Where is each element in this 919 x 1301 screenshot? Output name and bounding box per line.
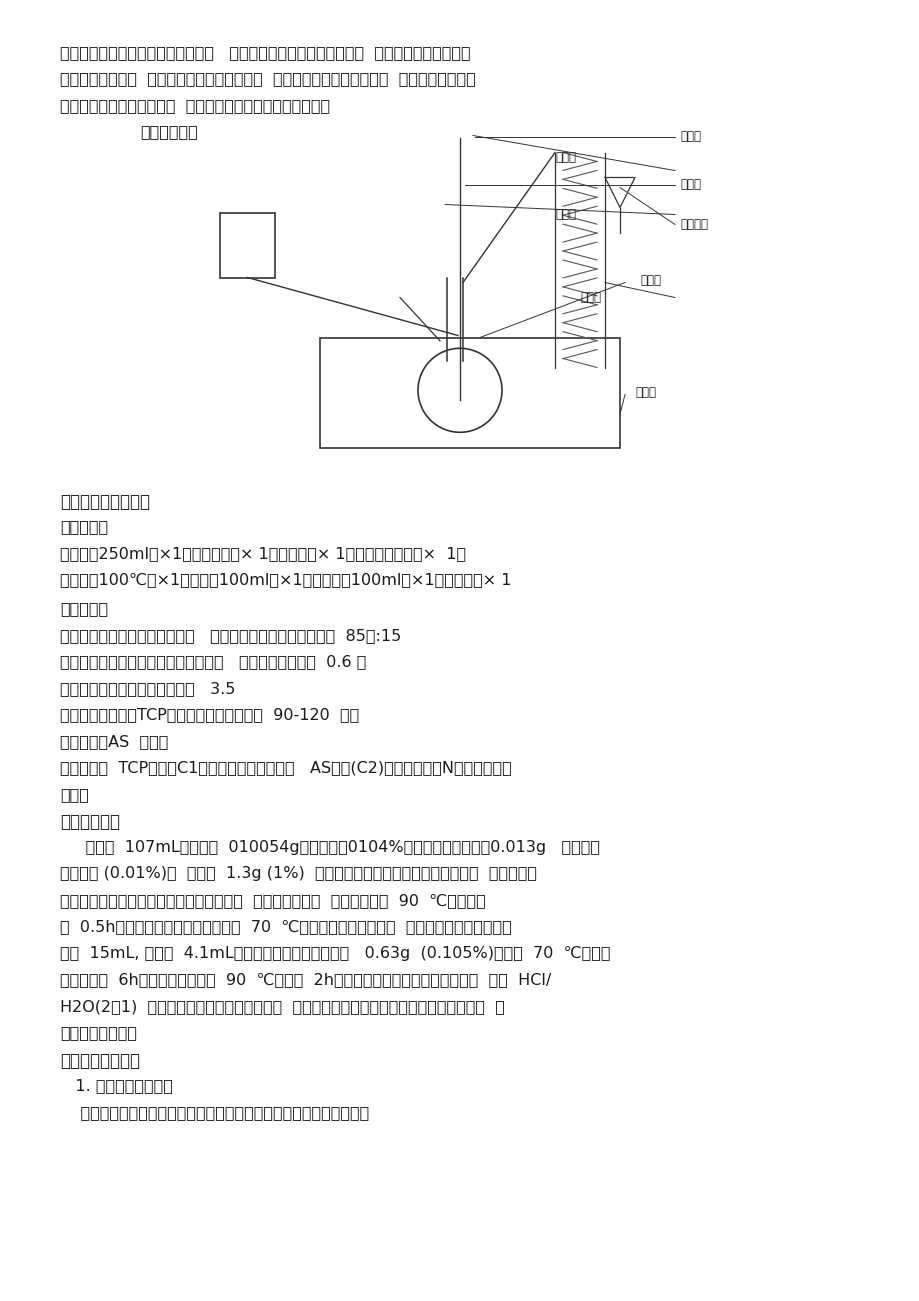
Text: 颗粒对油一水界面的亲和性  ，从而提高它对油滴的保护作用。: 颗粒对油一水界面的亲和性 ，从而提高它对油滴的保护作用。 [60, 98, 330, 113]
Text: 单体：甲基丙烯酸甲酯和苯乙烯   ，均为聚合级，两者重量比为  85：:15: 单体：甲基丙烯酸甲酯和苯乙烯 ，均为聚合级，两者重量比为 85：:15 [60, 628, 401, 643]
Text: 冷凝管: 冷凝管 [579, 291, 600, 304]
Text: 三．主要仪器和试剂: 三．主要仪器和试剂 [60, 493, 150, 511]
Text: 固体颗粒的凝聚，  而且可降低其表面的正电性  ，改变液固界面的接触面，  结果增加了磷酸钙: 固体颗粒的凝聚， 而且可降低其表面的正电性 ，改变液固界面的接触面， 结果增加了… [60, 72, 475, 86]
Text: 1. 聚合物粒径的侧定: 1. 聚合物粒径的侧定 [60, 1079, 173, 1093]
Text: 用标准筛将干燥的聚合物粒子进行分级，并按下式计算其平均粒径：: 用标准筛将干燥的聚合物粒子进行分级，并按下式计算其平均粒径： [60, 1105, 369, 1120]
Text: 实验试剂：: 实验试剂： [60, 601, 108, 617]
Text: 变量。: 变量。 [60, 787, 89, 801]
Text: 恒压漏斗: 恒压漏斗 [679, 219, 708, 232]
Text: 搅拌杆: 搅拌杆 [679, 178, 700, 191]
Text: 五．实验结果处理: 五．实验结果处理 [60, 1053, 140, 1069]
Text: 引发剂：过氧化二苯甲酰经重结晶纯化   ，用量为单体重的  0.6 ％: 引发剂：过氧化二苯甲酰经重结晶纯化 ，用量为单体重的 0.6 ％ [60, 654, 366, 670]
Text: 助分散剂：AS  实验级: 助分散剂：AS 实验级 [60, 734, 168, 749]
Text: 水浴锅: 水浴锅 [634, 386, 655, 399]
Text: 四口瓶（250ml）×1，球形冷凝管× 1，恒温水浴× 1，搅拌马达与搅棒×  1，: 四口瓶（250ml）×1，球形冷凝管× 1，恒温水浴× 1，搅拌马达与搅棒× 1… [60, 546, 466, 561]
Text: 搅拌器: 搅拌器 [679, 130, 700, 143]
Text: 分散介质：去离子水，水油比为   3.5: 分散介质：去离子水，水油比为 3.5 [60, 680, 235, 696]
Bar [220, 212, 275, 277]
Text: 进行保护，打开搅拌装置，封住剩余的开口  ，调节搅拌速度  ，保持水浴为  90  ℃，计时搅: 进行保护，打开搅拌装置，封住剩余的开口 ，调节搅拌速度 ，保持水浴为 90 ℃，… [60, 892, 485, 908]
Text: 无机分散剂  TCP浓度（C1）及阳离子表面活性剂   AS浓度(C2)及搅拌转速（N）为实验控制: 无机分散剂 TCP浓度（C1）及阳离子表面活性剂 AS浓度(C2)及搅拌转速（N… [60, 761, 511, 775]
Text: H2O(2：1)  洗涤，用大量的蒸馏水洗至中性  ，过滤，真空干燥，筛分，得到透明珠状产物  ，: H2O(2：1) 洗涤，用大量的蒸馏水洗至中性 ，过滤，真空干燥，筛分，得到透明… [60, 999, 505, 1013]
Text: 保护，反应  6h。反应后升水温至  90  ℃，熟化  2h，结束反应。静置后倾出上层清液  ，用  HCl/: 保护，反应 6h。反应后升水温至 90 ℃，熟化 2h，结束反应。静置后倾出上层… [60, 972, 550, 987]
Text: 温度计: 温度计 [554, 208, 575, 221]
Text: 拌  0.5h，活化分散剂。然后降水温至  70  ℃时，采用一次投料方式  ，加入单体（甲基丙烯酸: 拌 0.5h，活化分散剂。然后降水温至 70 ℃时，采用一次投料方式 ，加入单体… [60, 920, 511, 934]
Text: 很易被正电性的磷酸钙固体颗粒吸附   ，而将其僧水的烃链伸向外面。  这样不仅可减少磷酸钙: 很易被正电性的磷酸钙固体颗粒吸附 ，而将其僧水的烃链伸向外面。 这样不仅可减少磷… [60, 46, 471, 60]
Text: 分散剂：磷酸钙（TCP，自制，半沉降周期为  90-120  分钟: 分散剂：磷酸钙（TCP，自制，半沉降周期为 90-120 分钟 [60, 708, 358, 722]
Text: 实验装置图：: 实验装置图： [140, 125, 198, 139]
Text: 称重，计算产率。: 称重，计算产率。 [60, 1025, 137, 1041]
Text: 四．实验步骤: 四．实验步骤 [60, 813, 119, 831]
Text: 甲酯  15mL, 苯乙烯  4.1mL）和引发剂过氧化二苯甲酰   0.63g  (0.105%)，恒温  70  ℃，氮气: 甲酯 15mL, 苯乙烯 4.1mL）和引发剂过氧化二苯甲酰 0.63g (0.… [60, 946, 610, 961]
Text: 橡皮管: 橡皮管 [554, 151, 575, 164]
Text: 温度计（100℃）×1，量筒（100ml）×1，锥形瓶（100ml）×1，三角漏斗× 1: 温度计（100℃）×1，量筒（100ml）×1，锥形瓶（100ml）×1，三角漏… [60, 572, 511, 587]
Text: 实验仪器：: 实验仪器： [60, 519, 108, 535]
Bar [320, 337, 619, 448]
Text: 苯磺酸钠 (0.01%)，  磷酸钙  1.3g (1%)  加入三口瓶中，将三口瓶置于水浴箱内  ，通入氮气: 苯磺酸钠 (0.01%)， 磷酸钙 1.3g (1%) 加入三口瓶中，将三口瓶置… [60, 866, 537, 882]
Text: 三颈瓶: 三颈瓶 [640, 275, 660, 288]
Text: 首先将  107mL蒸馏水和  010054g聚乙烯醇（0104%，质量比，下同），0.013g   十二烷基: 首先将 107mL蒸馏水和 010054g聚乙烯醇（0104%，质量比，下同），… [60, 840, 599, 855]
